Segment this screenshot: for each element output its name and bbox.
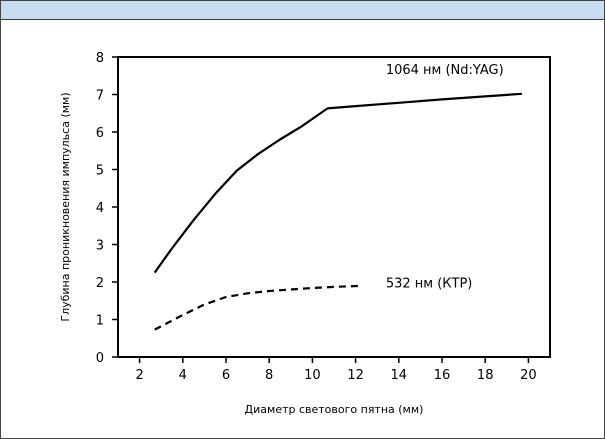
plot-area: [117, 56, 551, 358]
x-tick-label: 16: [434, 368, 451, 383]
x-axis-title: Диаметр светового пятна (мм): [245, 403, 424, 416]
series-label-1064nm: 1064 нм (Nd:YAG): [386, 63, 504, 78]
x-tick-label: 10: [304, 368, 321, 383]
x-tick-label: 18: [477, 368, 494, 383]
axis-ticks: [112, 56, 530, 363]
y-tick-label: 2: [96, 276, 104, 291]
y-tick-label: 0: [96, 351, 104, 366]
y-tick-label: 5: [96, 164, 104, 179]
y-tick-label: 7: [96, 89, 104, 104]
y-tick-label: 6: [96, 126, 104, 141]
x-tick-label: 2: [135, 368, 143, 383]
x-tick-label: 4: [179, 368, 187, 383]
y-tick-label: 1: [96, 314, 104, 329]
series-line-0: [153, 92, 522, 274]
series-lines: [153, 92, 522, 331]
y-tick-label: 4: [96, 201, 104, 216]
series-label-532nm: 532 нм (КТР): [386, 277, 473, 292]
y-tick-label: 8: [96, 51, 104, 66]
x-tick-label: 6: [222, 368, 230, 383]
header-band: [1, 1, 604, 20]
y-tick-label: 3: [96, 239, 104, 254]
x-tick-label: 8: [265, 368, 273, 383]
series-line-1: [154, 284, 363, 331]
y-axis-title: Глубина проникновения импульса (мм): [59, 92, 72, 321]
x-tick-label: 14: [391, 368, 408, 383]
x-tick-label: 12: [347, 368, 364, 383]
x-tick-label: 20: [520, 368, 537, 383]
